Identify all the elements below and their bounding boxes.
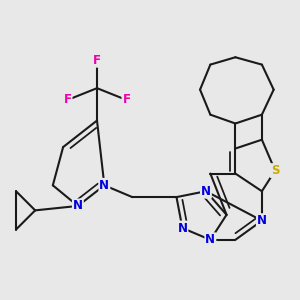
- Text: N: N: [99, 179, 110, 192]
- Text: N: N: [73, 200, 83, 212]
- Text: S: S: [271, 164, 279, 177]
- Text: N: N: [257, 214, 267, 227]
- Text: N: N: [201, 185, 211, 198]
- Text: N: N: [206, 233, 215, 246]
- Text: N: N: [177, 221, 188, 235]
- Text: F: F: [122, 93, 130, 106]
- Text: F: F: [93, 54, 101, 67]
- Text: F: F: [64, 93, 72, 106]
